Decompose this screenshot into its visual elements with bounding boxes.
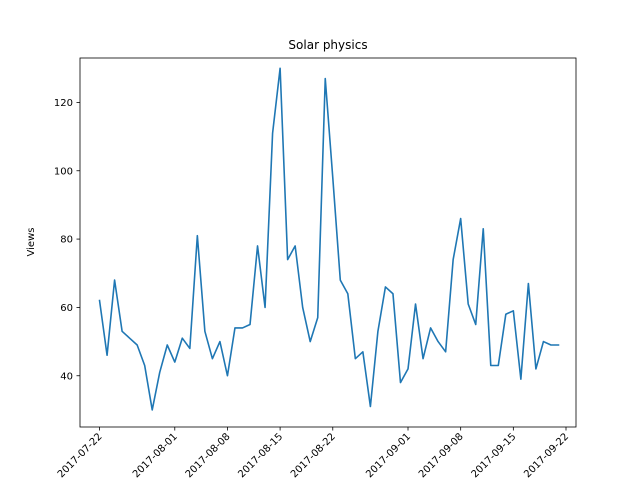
chart-title: Solar physics — [288, 38, 367, 52]
y-tick-label: 80 — [60, 235, 73, 246]
x-tick-label: 2017-09-08 — [417, 431, 466, 480]
y-axis-label: Views — [26, 228, 37, 257]
y-tick-label: 40 — [60, 371, 73, 382]
series-line — [98, 67, 560, 411]
x-tick-label: 2017-09-01 — [364, 431, 413, 480]
y-tick-label: 100 — [54, 166, 73, 177]
y-tick-label: 60 — [60, 303, 73, 314]
x-tick-label: 2017-09-15 — [470, 431, 519, 480]
y-axis: 40 60 80 100 120 — [54, 98, 80, 382]
x-tick-label: 2017-09-22 — [522, 431, 571, 480]
x-axis: 2017-07-22 2017-08-01 2017-08-08 2017-08-15… — [56, 427, 571, 480]
y-tick-label: 120 — [54, 98, 73, 109]
x-tick-label: 2017-08-15 — [236, 431, 285, 480]
x-tick-label: 2017-08-08 — [184, 431, 233, 480]
x-tick-label: 2017-08-01 — [131, 431, 180, 480]
x-tick-label: 2017-08-22 — [289, 431, 338, 480]
x-tick-label: 2017-07-22 — [56, 431, 105, 480]
